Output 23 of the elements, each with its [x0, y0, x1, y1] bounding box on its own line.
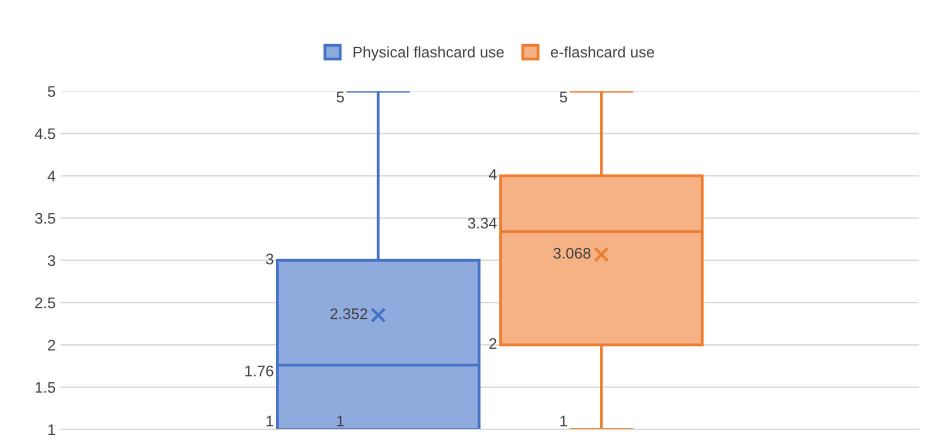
y-tick-label: 5: [48, 86, 56, 97]
annotation: 3.34: [468, 218, 497, 229]
y-tick-label: 2: [48, 340, 56, 350]
annotation: 5: [336, 92, 344, 102]
y-tick-label: 4: [48, 170, 56, 182]
annotation: 3: [266, 254, 274, 264]
annotation: 5: [560, 92, 568, 102]
y-tick-label: 4.5: [34, 128, 56, 140]
y-tick-label: 3: [48, 255, 56, 266]
annotation: 1: [266, 416, 274, 426]
y-tick-label: 1.5: [36, 382, 56, 393]
annotation: 4: [488, 169, 497, 180]
annotation: 1: [560, 416, 567, 426]
y-tick-label: 1: [48, 424, 56, 435]
annotation: 2.352: [330, 308, 368, 320]
annotation: 1: [337, 416, 344, 426]
legend-label: e-flashcard use: [550, 46, 654, 58]
y-tick-label: 3.5: [35, 212, 56, 224]
annotation: 2: [489, 338, 496, 349]
annotation: 3.068: [553, 248, 590, 259]
annotation: 1.76: [245, 366, 274, 376]
y-tick-label: 2.5: [35, 297, 56, 308]
legend-label: Physical flashcard use: [354, 46, 504, 61]
